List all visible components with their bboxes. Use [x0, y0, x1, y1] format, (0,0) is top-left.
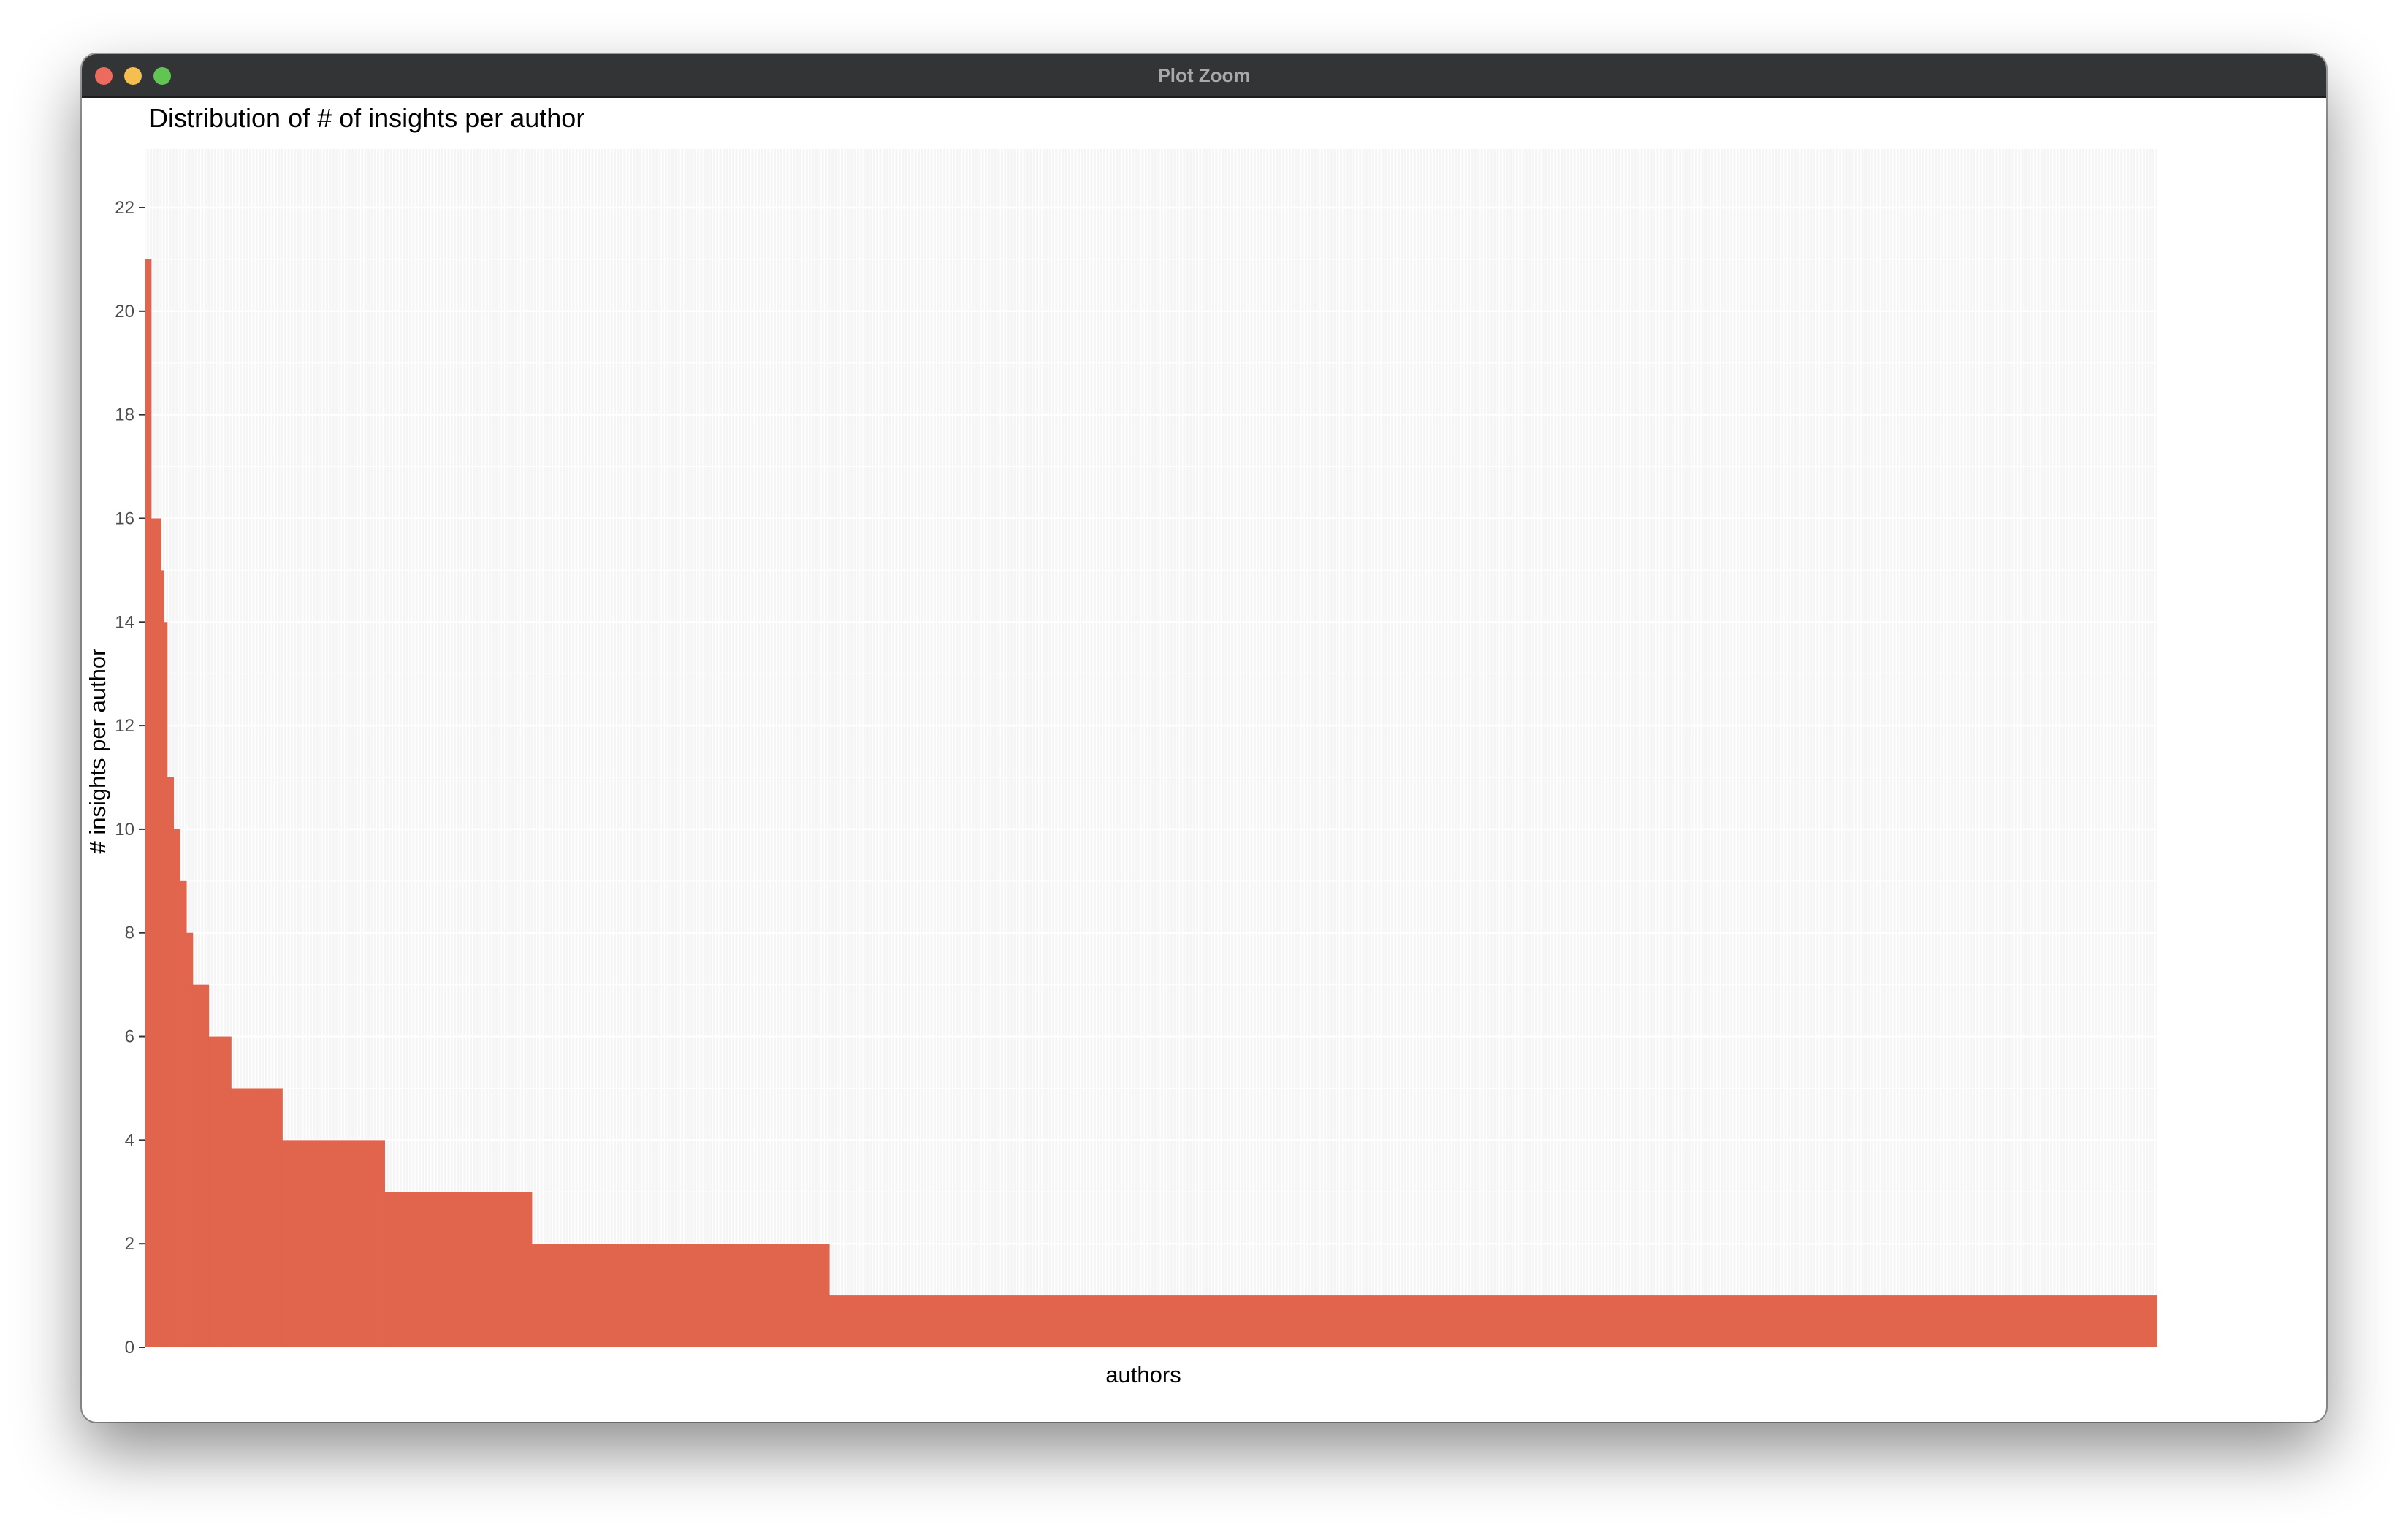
bar [186, 932, 194, 1347]
bar [192, 984, 210, 1347]
y-tick-label: 0 [125, 1338, 134, 1358]
bar [384, 1192, 533, 1347]
y-tick-label: 4 [125, 1130, 134, 1150]
bar [173, 829, 180, 1347]
y-tick-label: 16 [115, 509, 134, 528]
y-tick-label: 2 [125, 1234, 134, 1254]
bar [231, 1088, 283, 1347]
y-tick-label: 22 [115, 198, 134, 218]
y-tick-label: 20 [115, 302, 134, 321]
y-tick-label: 14 [115, 612, 134, 632]
y-tick-label: 12 [115, 716, 134, 736]
window-title: Plot Zoom [1157, 64, 1251, 86]
chart-title: Distribution of # of insights per author [149, 103, 584, 133]
bar [164, 622, 168, 1347]
bar [145, 259, 152, 1348]
plot-zoom-window: Plot Zoom Distribution of # of insights … [82, 54, 2326, 1422]
zoom-window-icon[interactable] [153, 67, 171, 85]
bar [160, 570, 164, 1347]
bar [150, 518, 161, 1347]
bar [167, 777, 175, 1347]
bar [208, 1036, 232, 1347]
bar [531, 1244, 830, 1347]
bars [145, 259, 2157, 1348]
bar-chart: Distribution of # of insights per author… [85, 103, 2157, 1388]
bar [828, 1295, 2157, 1347]
title-bar: Plot Zoom [82, 54, 2326, 98]
y-tick-label: 8 [125, 924, 134, 943]
x-axis-label: authors [1105, 1362, 1181, 1388]
y-axis: 0 2 4 6 8 10 12 14 16 18 20 22 [115, 198, 145, 1358]
y-tick-label: 18 [115, 406, 134, 425]
bar [180, 880, 187, 1347]
bar [282, 1140, 385, 1347]
close-window-icon[interactable] [95, 67, 113, 85]
minimize-window-icon[interactable] [124, 67, 142, 85]
horizontal-gridlines [145, 206, 2157, 1349]
y-axis-label: # insights per author [85, 649, 110, 854]
y-tick-label: 10 [115, 820, 134, 840]
y-tick-label: 6 [125, 1027, 134, 1047]
